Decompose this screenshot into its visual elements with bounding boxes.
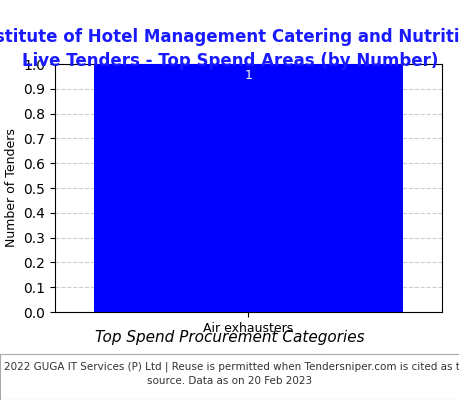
Text: (c) 2022 GUGA IT Services (P) Ltd | Reuse is permitted when Tendersniper.com is : (c) 2022 GUGA IT Services (P) Ltd | Reus… <box>0 362 459 386</box>
Text: Institute of Hotel Management Catering and Nutrition: Institute of Hotel Management Catering a… <box>0 28 459 46</box>
Text: Top Spend Procurement Categories: Top Spend Procurement Categories <box>95 330 364 345</box>
Text: Live Tenders - Top Spend Areas (by Number): Live Tenders - Top Spend Areas (by Numbe… <box>22 52 437 70</box>
Bar <box>94 64 402 312</box>
Text: 1: 1 <box>244 69 252 82</box>
Y-axis label: Number of Tenders: Number of Tenders <box>5 128 18 248</box>
